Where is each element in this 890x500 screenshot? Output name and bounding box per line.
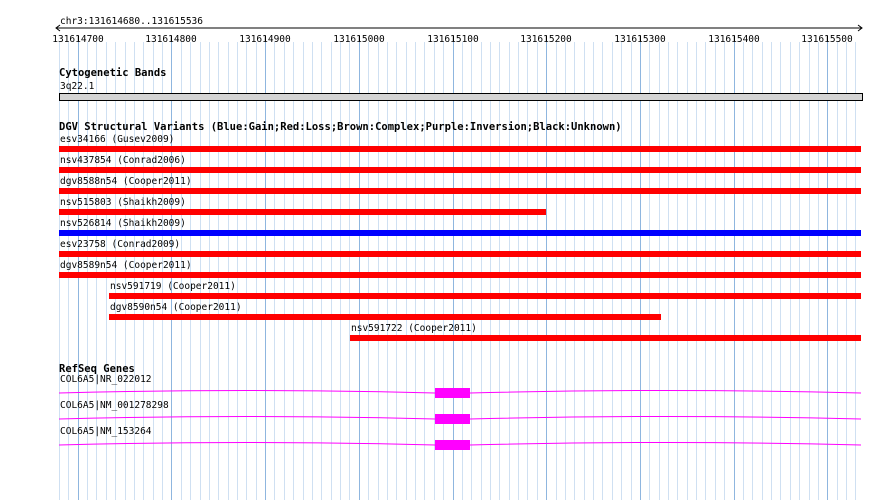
variant-bar[interactable] bbox=[59, 167, 861, 173]
gene-intron-line bbox=[58, 416, 862, 420]
ruler-tick bbox=[171, 36, 172, 41]
ruler-tick bbox=[265, 36, 266, 41]
gene-label: COL6A5|NM_001278298 bbox=[60, 400, 169, 411]
ruler-tick-label: 131614800 bbox=[145, 34, 197, 45]
variant-bar[interactable] bbox=[109, 293, 861, 299]
gene-label: COL6A5|NR_022012 bbox=[60, 374, 152, 385]
gene-exon bbox=[435, 440, 470, 450]
ruler-tick-label: 131615400 bbox=[708, 34, 760, 45]
gene-intron-line bbox=[58, 390, 862, 394]
ruler-tick-label: 131615500 bbox=[801, 34, 853, 45]
variant-bar[interactable] bbox=[59, 188, 861, 194]
gene-exon bbox=[435, 388, 470, 398]
variant-label: esv23758 (Conrad2009) bbox=[60, 239, 181, 250]
gene-intron-line bbox=[58, 442, 862, 446]
cytoband-bar[interactable] bbox=[59, 93, 863, 101]
ruler-tick-label: 131615300 bbox=[614, 34, 666, 45]
ruler-line bbox=[55, 24, 863, 32]
ruler-tick bbox=[359, 36, 360, 41]
variant-bar[interactable] bbox=[59, 272, 861, 278]
variant-label: nsv591719 (Cooper2011) bbox=[110, 281, 236, 292]
refseq-track-title[interactable]: RefSeq Genes bbox=[59, 363, 135, 375]
variant-bar[interactable] bbox=[350, 335, 861, 341]
variant-bar[interactable] bbox=[59, 251, 861, 257]
ruler-tick-label: 131615000 bbox=[333, 34, 385, 45]
ruler-tick-label: 131615100 bbox=[427, 34, 479, 45]
ruler-tick bbox=[640, 36, 641, 41]
cytoband-label: 3q22.1 bbox=[60, 81, 95, 92]
variant-label: nsv591722 (Cooper2011) bbox=[351, 323, 477, 334]
ruler-tick bbox=[78, 36, 79, 41]
variant-bar[interactable] bbox=[59, 230, 861, 236]
ruler-tick-label: 131615200 bbox=[520, 34, 572, 45]
dgv-track-title[interactable]: DGV Structural Variants (Blue:Gain;Red:L… bbox=[59, 121, 622, 133]
ruler-tick bbox=[734, 36, 735, 41]
variant-bar[interactable] bbox=[59, 146, 861, 152]
variant-bar[interactable] bbox=[109, 314, 661, 320]
ruler-tick bbox=[546, 36, 547, 41]
gene-exon bbox=[435, 414, 470, 424]
ruler-tick bbox=[827, 36, 828, 41]
variant-label: nsv515803 (Shaikh2009) bbox=[60, 197, 186, 208]
gene-models bbox=[58, 388, 862, 450]
variant-label: nsv526814 (Shaikh2009) bbox=[60, 218, 186, 229]
locus-label: chr3:131614680..131615536 bbox=[60, 16, 203, 27]
variant-label: dgv8590n54 (Cooper2011) bbox=[110, 302, 242, 313]
variant-label: nsv437854 (Conrad2006) bbox=[60, 155, 186, 166]
gene-label: COL6A5|NM_153264 bbox=[60, 426, 152, 437]
ruler-tick-label: 131614700 bbox=[52, 34, 104, 45]
coordinate-ruler[interactable]: chr3:131614680..131615536 131614700 13161… bbox=[0, 0, 890, 50]
variant-label: dgv8588n54 (Cooper2011) bbox=[60, 176, 192, 187]
cytoband-track-title[interactable]: Cytogenetic Bands bbox=[59, 67, 167, 79]
ruler-tick-label: 131614900 bbox=[239, 34, 291, 45]
variant-label: esv34166 (Gusev2009) bbox=[60, 134, 175, 145]
variant-label: dgv8589n54 (Cooper2011) bbox=[60, 260, 192, 271]
variant-bar[interactable] bbox=[59, 209, 546, 215]
ruler-tick bbox=[453, 36, 454, 41]
